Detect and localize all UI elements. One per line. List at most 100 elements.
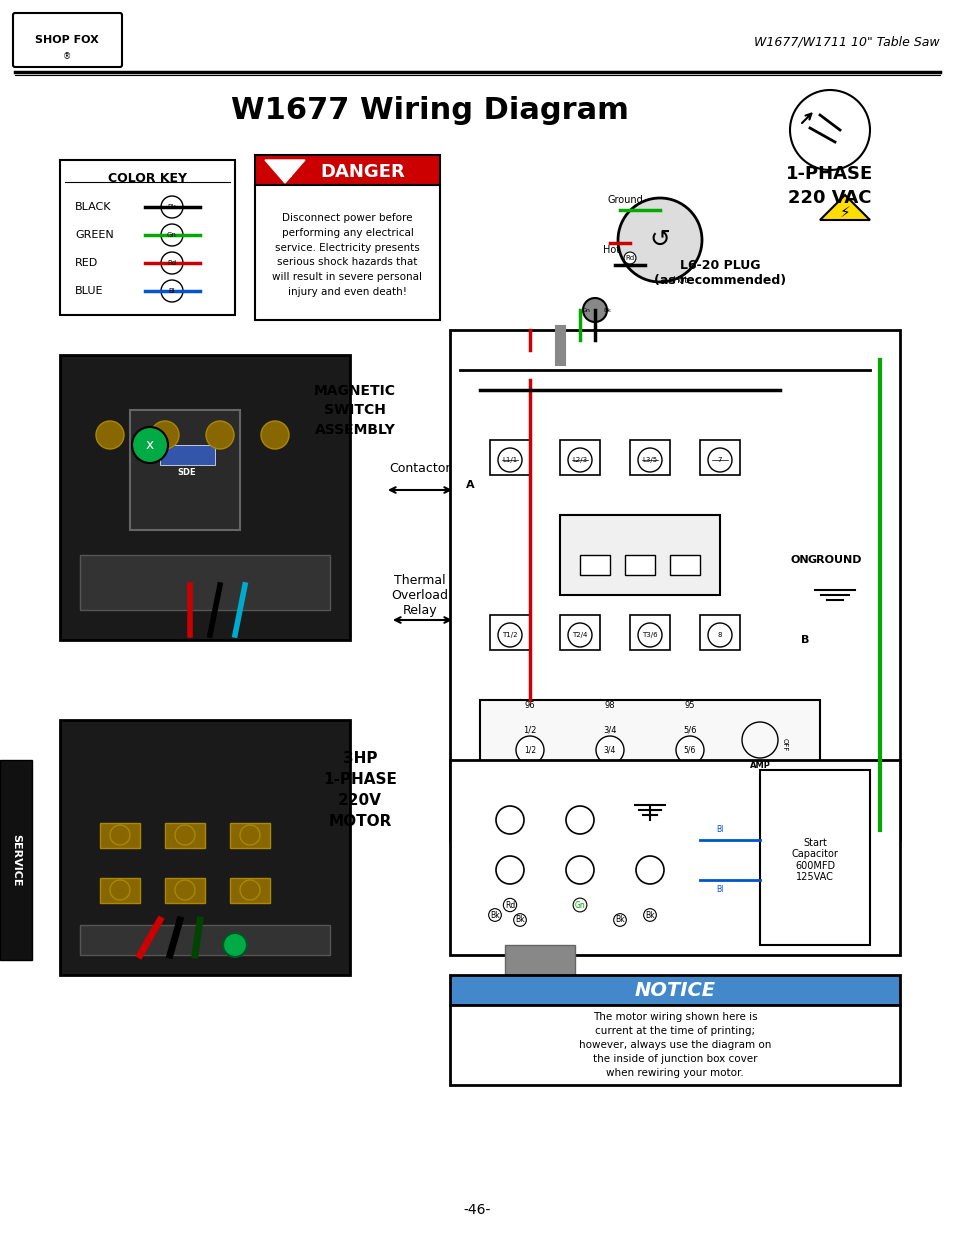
Circle shape bbox=[132, 427, 168, 463]
Text: GROUND: GROUND bbox=[807, 555, 862, 564]
Circle shape bbox=[240, 881, 260, 900]
Text: Gn: Gn bbox=[581, 308, 590, 312]
Circle shape bbox=[582, 298, 606, 322]
Text: Start
Capacitor
600MFD
125VAC: Start Capacitor 600MFD 125VAC bbox=[791, 837, 838, 882]
Bar bbox=[559, 615, 599, 650]
Bar bbox=[490, 440, 530, 475]
Circle shape bbox=[565, 856, 594, 884]
Bar bbox=[60, 161, 234, 315]
Text: Bl: Bl bbox=[716, 885, 723, 894]
Text: A: A bbox=[465, 480, 474, 490]
Text: 3/4: 3/4 bbox=[603, 746, 616, 755]
Bar bbox=[504, 945, 575, 974]
Bar bbox=[579, 555, 609, 576]
Circle shape bbox=[206, 421, 233, 450]
Text: 95: 95 bbox=[684, 700, 695, 709]
Text: Bk: Bk bbox=[602, 308, 610, 312]
Text: Thermal
Overload
Relay: Thermal Overload Relay bbox=[391, 573, 448, 616]
Circle shape bbox=[261, 421, 289, 450]
Circle shape bbox=[638, 448, 661, 472]
Text: NOTICE: NOTICE bbox=[634, 982, 715, 1000]
Bar bbox=[559, 515, 720, 595]
Circle shape bbox=[567, 622, 592, 647]
Text: Gn: Gn bbox=[167, 232, 176, 238]
Text: W1677/W1711 10" Table Saw: W1677/W1711 10" Table Saw bbox=[754, 36, 939, 48]
Bar bbox=[80, 555, 330, 610]
Circle shape bbox=[676, 736, 703, 764]
Bar bbox=[624, 555, 655, 576]
Circle shape bbox=[161, 196, 183, 219]
Bar bbox=[479, 700, 820, 800]
Text: Disconnect power before
performing any electrical
service. Electricity presents
: Disconnect power before performing any e… bbox=[273, 212, 422, 296]
Text: COLOR KEY: COLOR KEY bbox=[108, 172, 187, 184]
Circle shape bbox=[496, 806, 523, 834]
Circle shape bbox=[110, 881, 130, 900]
Circle shape bbox=[638, 622, 661, 647]
Text: Bk: Bk bbox=[168, 204, 176, 210]
Circle shape bbox=[707, 622, 731, 647]
Circle shape bbox=[516, 736, 543, 764]
Bar bbox=[450, 974, 899, 1005]
Bar bbox=[450, 1005, 899, 1086]
Text: L6-20 PLUG
(as recommended): L6-20 PLUG (as recommended) bbox=[653, 259, 785, 287]
Text: 8: 8 bbox=[717, 632, 721, 638]
Bar bbox=[629, 440, 669, 475]
Text: SDE: SDE bbox=[177, 468, 196, 477]
Bar bbox=[160, 445, 214, 466]
Circle shape bbox=[636, 856, 663, 884]
Text: Contactor: Contactor bbox=[389, 462, 450, 474]
Text: AMP: AMP bbox=[749, 761, 770, 769]
Text: 3HP
1-PHASE
220V
MOTOR: 3HP 1-PHASE 220V MOTOR bbox=[323, 751, 396, 829]
Text: ON: ON bbox=[790, 555, 808, 564]
Text: Bk: Bk bbox=[515, 915, 524, 925]
Text: Ground: Ground bbox=[607, 195, 643, 205]
Bar bbox=[80, 925, 330, 955]
Text: 5/6: 5/6 bbox=[683, 746, 696, 755]
Text: RED: RED bbox=[75, 258, 98, 268]
Bar bbox=[450, 760, 899, 955]
Bar bbox=[450, 330, 899, 840]
Text: SHOP FOX: SHOP FOX bbox=[35, 35, 99, 44]
Circle shape bbox=[596, 736, 623, 764]
Bar bbox=[130, 410, 240, 530]
Circle shape bbox=[151, 421, 179, 450]
Text: MAGNETIC
SWITCH
ASSEMBLY: MAGNETIC SWITCH ASSEMBLY bbox=[314, 384, 395, 436]
Text: 98: 98 bbox=[604, 700, 615, 709]
Circle shape bbox=[161, 252, 183, 274]
Bar bbox=[254, 185, 439, 320]
Circle shape bbox=[497, 622, 521, 647]
FancyBboxPatch shape bbox=[13, 14, 122, 67]
Circle shape bbox=[565, 806, 594, 834]
Circle shape bbox=[497, 448, 521, 472]
Text: SERVICE: SERVICE bbox=[11, 834, 21, 887]
Bar bbox=[100, 823, 140, 848]
Text: Rd: Rd bbox=[504, 900, 515, 909]
Polygon shape bbox=[820, 195, 869, 220]
Text: Bl: Bl bbox=[169, 288, 175, 294]
Text: Rd: Rd bbox=[625, 254, 634, 261]
Text: W1677 Wiring Diagram: W1677 Wiring Diagram bbox=[231, 95, 628, 125]
Text: ⚠: ⚠ bbox=[277, 163, 293, 182]
Bar bbox=[254, 156, 439, 185]
Text: BLUE: BLUE bbox=[75, 287, 103, 296]
Circle shape bbox=[223, 932, 247, 957]
Text: 7: 7 bbox=[717, 457, 721, 463]
Circle shape bbox=[110, 825, 130, 845]
Circle shape bbox=[161, 224, 183, 246]
Text: The motor wiring shown here is
current at the time of printing;
however, always : The motor wiring shown here is current a… bbox=[578, 1011, 770, 1078]
Bar bbox=[559, 440, 599, 475]
Text: ↺: ↺ bbox=[649, 228, 670, 252]
Bar bbox=[230, 878, 270, 903]
Text: L1/1: L1/1 bbox=[502, 457, 517, 463]
Text: T3/6: T3/6 bbox=[641, 632, 658, 638]
Text: x: x bbox=[146, 438, 154, 452]
Circle shape bbox=[496, 856, 523, 884]
Bar bbox=[760, 769, 869, 945]
Text: -46-: -46- bbox=[463, 1203, 490, 1216]
Text: B: B bbox=[800, 635, 808, 645]
Bar bbox=[100, 878, 140, 903]
Text: GREEN: GREEN bbox=[75, 230, 113, 240]
Text: Rd: Rd bbox=[168, 261, 176, 266]
Circle shape bbox=[174, 881, 194, 900]
Bar bbox=[490, 615, 530, 650]
